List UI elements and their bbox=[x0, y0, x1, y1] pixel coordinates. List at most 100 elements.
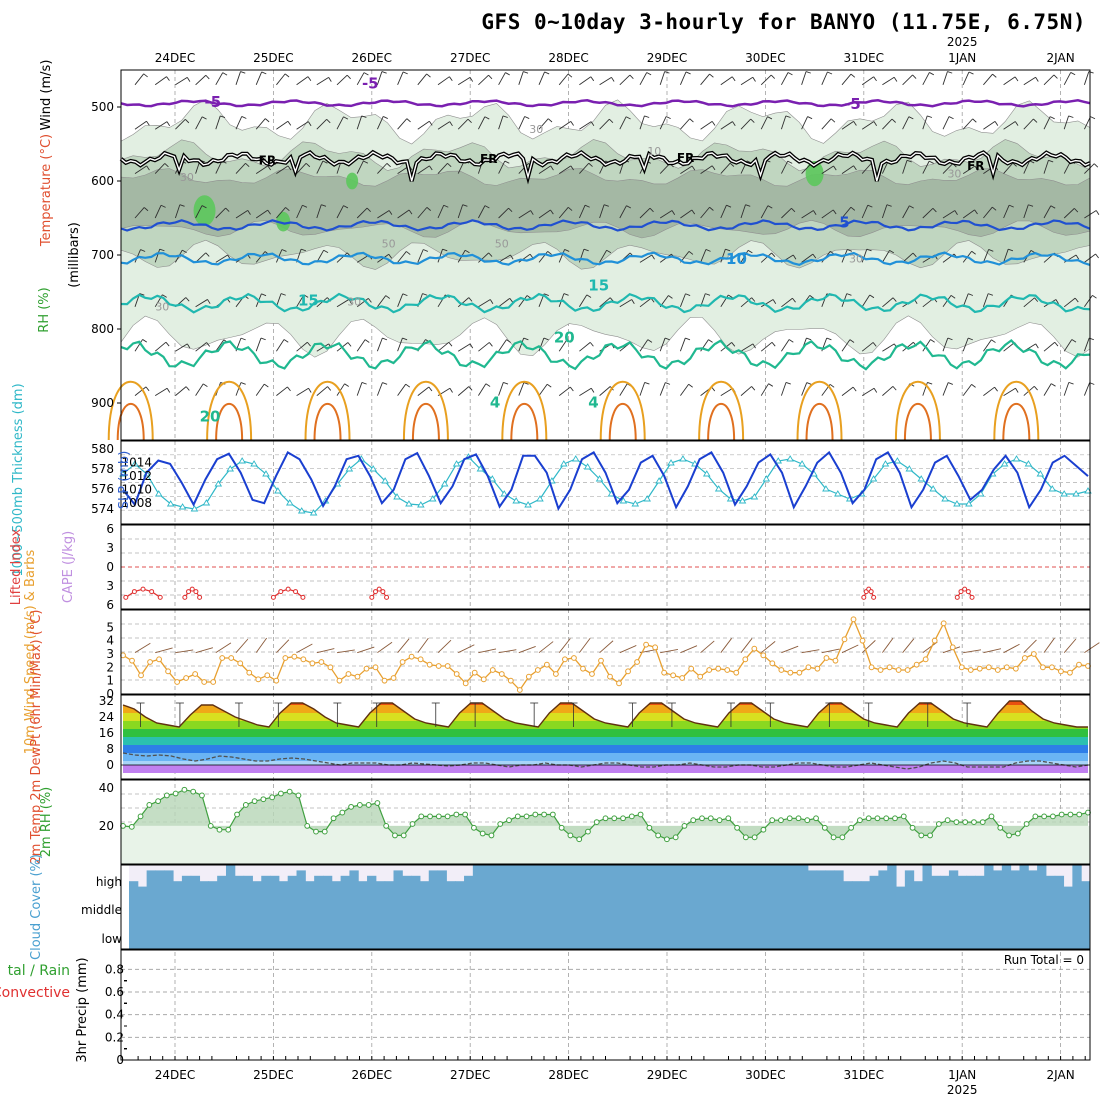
cloud-high-bar bbox=[728, 865, 738, 892]
wind-barb bbox=[488, 74, 493, 80]
cloud-high-bar bbox=[913, 881, 923, 892]
cloud-high-bar bbox=[1063, 886, 1073, 892]
rh-point bbox=[435, 813, 442, 820]
wind-barb bbox=[942, 382, 949, 396]
wind-barb bbox=[781, 207, 792, 219]
rh-contour-label: 50 bbox=[382, 238, 396, 251]
wind-speed-point bbox=[904, 667, 911, 673]
wind-barb bbox=[1054, 341, 1059, 347]
wind-barb bbox=[547, 251, 552, 255]
wind-speed-point bbox=[571, 655, 577, 661]
wind-barb bbox=[902, 252, 914, 263]
wind-barb bbox=[336, 74, 348, 86]
wind-barb bbox=[550, 209, 554, 215]
y-tick-label: 5 bbox=[106, 620, 114, 634]
wind-barb bbox=[833, 165, 837, 171]
wind-barb bbox=[929, 72, 935, 76]
rh-point bbox=[655, 832, 662, 839]
wind-barb bbox=[711, 386, 716, 392]
wind-barb bbox=[788, 339, 794, 343]
rh-contour-label: 30 bbox=[947, 167, 961, 180]
wind-barb bbox=[1015, 388, 1019, 393]
wind-barb bbox=[579, 162, 590, 174]
wind-barb bbox=[323, 249, 329, 254]
wind-barb bbox=[276, 120, 289, 130]
wind-barb bbox=[780, 160, 789, 174]
cloud-high-bar bbox=[799, 865, 809, 892]
cloud-high-bar bbox=[984, 865, 994, 892]
wind-barb bbox=[530, 210, 534, 215]
wind-barb bbox=[1083, 71, 1090, 85]
wind-barb bbox=[740, 386, 752, 396]
wind-barb bbox=[417, 249, 424, 263]
wind-barb bbox=[599, 76, 612, 86]
rh-point bbox=[339, 809, 346, 816]
wind-barb bbox=[1043, 205, 1052, 219]
y-tick-label: 574 bbox=[91, 502, 114, 516]
wind-barb-10m bbox=[377, 641, 393, 654]
panel-frame bbox=[120, 694, 1091, 780]
contour-label: FR bbox=[259, 154, 276, 168]
wind-barb bbox=[464, 249, 470, 254]
wind-barb bbox=[146, 120, 150, 126]
cloud-high-bar bbox=[851, 881, 862, 892]
wind-barb bbox=[927, 115, 933, 118]
wind-barb bbox=[567, 73, 573, 78]
wind-barb bbox=[861, 387, 875, 396]
y-tick-label-right: 1008 bbox=[121, 496, 152, 510]
wind-barb bbox=[962, 293, 969, 307]
wind-barb bbox=[543, 293, 549, 297]
wind-barb bbox=[760, 383, 769, 396]
thickness-point bbox=[774, 457, 783, 464]
wind-speed-point bbox=[841, 636, 848, 643]
rh-point bbox=[857, 817, 863, 824]
wind-barb bbox=[1071, 339, 1077, 343]
wind-barb bbox=[892, 297, 897, 302]
lifted-index-point bbox=[380, 589, 386, 595]
wind-barb bbox=[974, 209, 978, 215]
wind-barb bbox=[1043, 74, 1055, 86]
wind-barb bbox=[852, 386, 857, 392]
slp-line bbox=[122, 450, 1089, 511]
wind-barb-10m bbox=[619, 645, 637, 654]
isotherm-line bbox=[120, 219, 1091, 232]
wind-barb bbox=[590, 76, 595, 82]
wind-barb bbox=[583, 248, 589, 252]
wind-barb bbox=[356, 72, 365, 86]
wind-barb bbox=[680, 384, 690, 396]
wind-barb bbox=[488, 252, 493, 257]
wind-barb bbox=[356, 339, 366, 352]
wind-speed-point bbox=[868, 664, 875, 671]
wind-barb bbox=[523, 337, 529, 341]
wind-barb bbox=[791, 207, 796, 213]
lifted-index-point bbox=[969, 594, 975, 600]
rh-point bbox=[356, 802, 363, 808]
panel-frame bbox=[120, 69, 1091, 441]
lifted-index-point bbox=[182, 594, 188, 600]
wind-barb bbox=[468, 386, 473, 391]
isotherm-warm-line bbox=[215, 402, 244, 441]
wind-barb bbox=[902, 116, 910, 130]
wind-barb bbox=[688, 251, 694, 255]
wind-barb bbox=[908, 116, 914, 120]
wind-barb bbox=[484, 116, 490, 120]
wind-barb bbox=[1043, 116, 1051, 130]
wind-barb bbox=[806, 382, 812, 385]
rh-point bbox=[821, 824, 828, 831]
wind-barb bbox=[994, 121, 999, 126]
wind-speed-point bbox=[913, 661, 920, 668]
wind-barb bbox=[143, 207, 149, 212]
cloud-panel bbox=[129, 865, 1091, 949]
wind-barb bbox=[215, 254, 228, 263]
wind-barb bbox=[780, 382, 787, 396]
wind-speed-point bbox=[480, 676, 487, 683]
wind-barb bbox=[381, 71, 387, 74]
thickness-point bbox=[750, 493, 759, 500]
cloud-high-bar bbox=[878, 870, 888, 892]
wind-barb bbox=[1029, 160, 1035, 164]
thickness-point bbox=[571, 455, 580, 462]
wind-barb bbox=[639, 72, 648, 86]
wind-barb bbox=[485, 383, 491, 387]
rh-point bbox=[506, 817, 512, 824]
